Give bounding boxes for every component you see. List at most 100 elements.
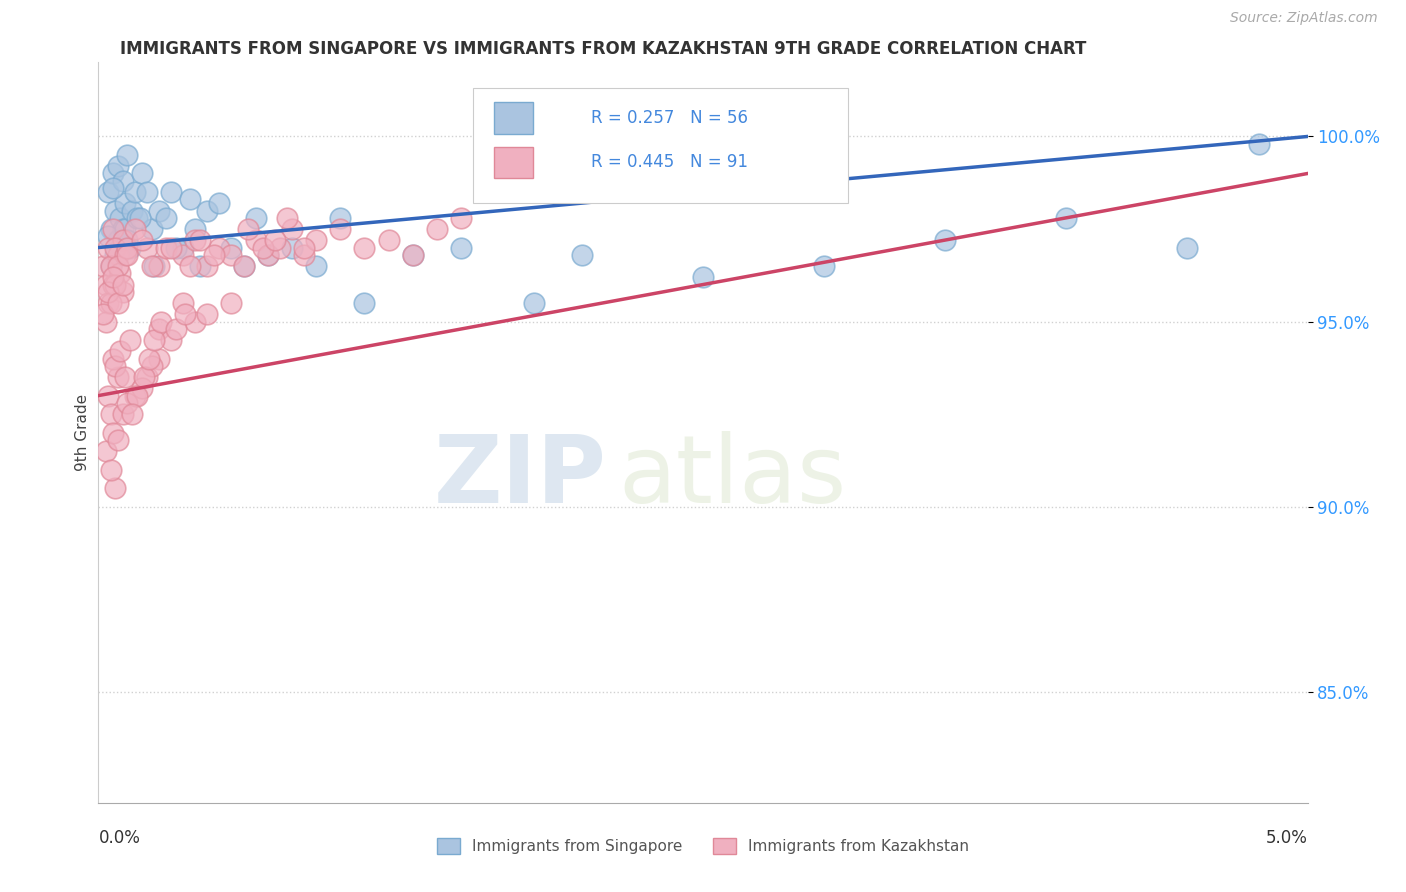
Point [138, 351, 160, 366]
Point [101, 277, 124, 292]
Point [97, 185, 120, 199]
Point [174, 307, 197, 321]
Point [1249, 136, 1271, 151]
Point [292, 248, 315, 262]
Point [813, 259, 835, 273]
Point [184, 222, 207, 236]
Point [94, 444, 117, 458]
Point [232, 259, 254, 273]
Point [172, 241, 194, 255]
Point [141, 222, 163, 236]
Point [402, 248, 425, 262]
Point [148, 259, 170, 273]
Point [111, 222, 134, 236]
Point [111, 174, 134, 188]
Point [121, 407, 143, 421]
Point [353, 241, 375, 255]
Text: R = 0.445   N = 91: R = 0.445 N = 91 [591, 153, 748, 171]
Point [281, 222, 304, 236]
Text: atlas: atlas [619, 431, 846, 523]
Point [101, 222, 124, 236]
Point [107, 370, 129, 384]
Point [131, 233, 153, 247]
Point [118, 333, 141, 347]
Point [165, 241, 187, 255]
Point [108, 267, 131, 281]
Point [108, 241, 131, 255]
Point [934, 233, 956, 247]
Point [101, 181, 124, 195]
Point [135, 370, 157, 384]
Point [107, 248, 129, 262]
Point [101, 167, 124, 181]
Point [450, 241, 472, 255]
Point [101, 425, 124, 440]
Point [329, 211, 352, 225]
Point [114, 196, 136, 211]
Point [184, 233, 207, 247]
Point [108, 344, 131, 359]
Text: IMMIGRANTS FROM SINGAPORE VS IMMIGRANTS FROM KAZAKHSTAN 9TH GRADE CORRELATION CH: IMMIGRANTS FROM SINGAPORE VS IMMIGRANTS … [120, 40, 1085, 58]
Point [188, 259, 211, 273]
Point [221, 241, 243, 255]
Point [160, 333, 183, 347]
Point [131, 381, 153, 395]
Point [252, 241, 274, 255]
Point [155, 241, 177, 255]
Point [97, 296, 120, 310]
Point [100, 463, 122, 477]
Point [117, 233, 139, 247]
Point [107, 248, 129, 262]
Point [1054, 211, 1077, 225]
Point [100, 296, 122, 310]
Point [117, 148, 139, 162]
Point [104, 241, 127, 255]
Point [143, 259, 166, 273]
Point [100, 259, 122, 273]
Text: ZIP: ZIP [433, 431, 606, 523]
Point [238, 222, 260, 236]
Point [97, 241, 120, 255]
Point [245, 211, 267, 225]
Text: Source: ZipAtlas.com: Source: ZipAtlas.com [1230, 12, 1378, 25]
Point [353, 296, 375, 310]
Point [221, 248, 243, 262]
Point [94, 315, 117, 329]
Point [143, 333, 166, 347]
Point [179, 259, 201, 273]
Point [292, 241, 315, 255]
Point [124, 389, 146, 403]
Point [245, 233, 267, 247]
Point [117, 396, 139, 410]
Point [104, 248, 127, 262]
Point [160, 241, 183, 255]
Point [135, 241, 157, 255]
FancyBboxPatch shape [494, 103, 533, 134]
Point [160, 185, 183, 199]
Point [121, 203, 143, 218]
Point [117, 241, 139, 255]
Point [111, 233, 134, 247]
Point [104, 359, 127, 373]
Point [305, 259, 328, 273]
Point [100, 259, 122, 273]
Point [127, 211, 149, 225]
FancyBboxPatch shape [474, 88, 848, 203]
Point [114, 370, 136, 384]
Point [305, 233, 328, 247]
Point [571, 248, 593, 262]
Point [172, 296, 194, 310]
Point [124, 185, 146, 199]
Point [402, 248, 425, 262]
Point [426, 222, 449, 236]
Point [91, 259, 114, 273]
Text: 0.0%: 0.0% [98, 829, 141, 847]
Point [208, 241, 231, 255]
Point [124, 222, 146, 236]
Point [107, 159, 129, 173]
Point [523, 296, 546, 310]
Point [269, 241, 291, 255]
Point [232, 259, 254, 273]
Point [204, 248, 226, 262]
Point [188, 233, 211, 247]
